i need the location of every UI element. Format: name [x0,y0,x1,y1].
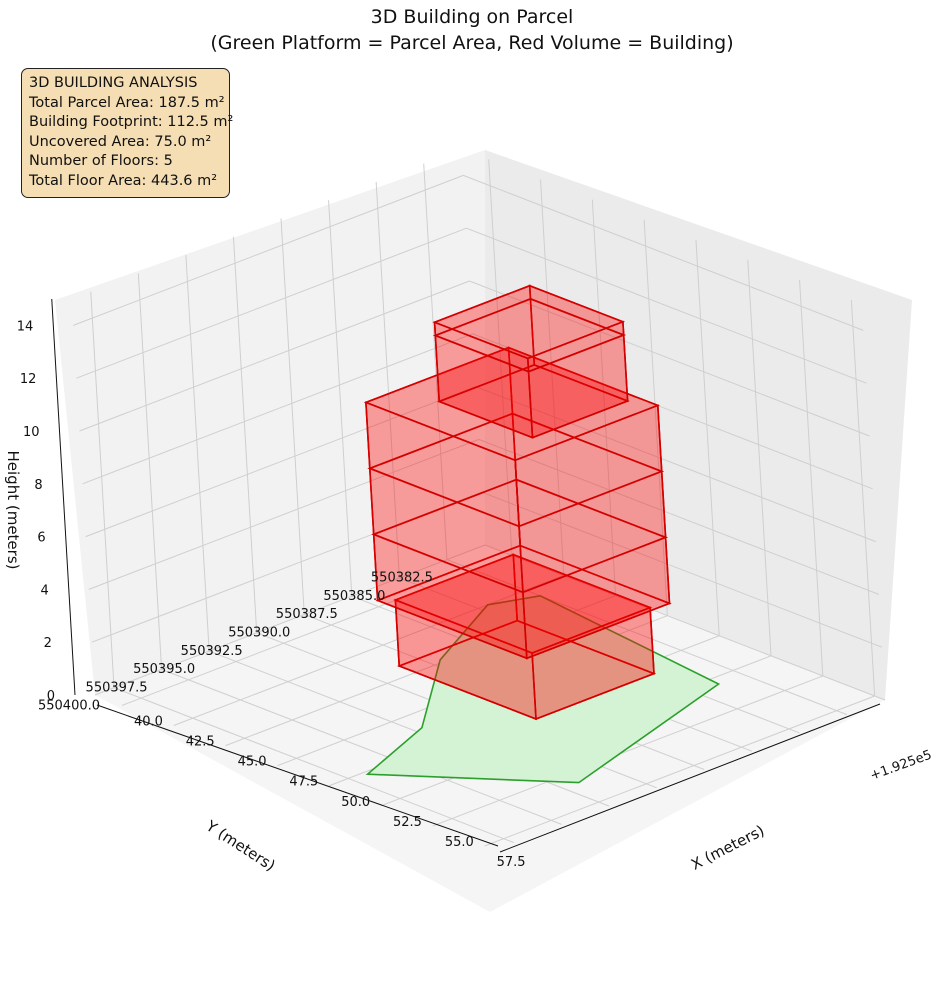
y-tick-label: 550400.0 [38,699,100,714]
grid-line-z [88,438,479,590]
tick-labels: 40.0 42.5 45.0 47.5 50.0 52.5 55.0 57.5 550382.5… [17,319,526,870]
building-face [363,346,661,462]
info-floor-count: Number of Floors: 5 [29,153,173,169]
chart-subtitle: (Green Platform = Parcel Area, Red Volum… [210,32,734,54]
grid-line-y [375,181,400,578]
info-building-footprint: Building Footprint: 112.5 m² [29,114,234,130]
z-tick-label: 8 [34,478,42,493]
x-axis-label: X (meters) [688,821,767,873]
grid-line-x [432,675,824,827]
x-tick-label: 42.5 [186,735,215,750]
grid-line-y [423,163,448,560]
x-offset-label: +1.925e5 [868,748,934,784]
parcel-platform [365,594,721,784]
z-tick-label: 2 [44,636,52,651]
grid-line-x [484,695,875,847]
info-total-floor-area: Total Floor Area: 443.6 m² [29,172,218,189]
z-axis-label: Height (meters) [4,451,22,570]
floor-line [432,297,627,373]
building-face [393,553,653,654]
x-tick-label: 50.0 [341,795,370,810]
grid-line-y [90,291,115,688]
floor-line [371,478,669,594]
grid-line-y [113,687,515,844]
grid-line-y [280,218,305,615]
back-pane-right [485,150,912,700]
y-axis-line [499,703,881,853]
grid-line-x [799,279,824,676]
floor-line [367,412,665,528]
grid-line-x [747,259,772,656]
x-tick-label: 52.5 [393,815,422,830]
grid-line-z [481,491,883,648]
grid-line-z [478,438,879,595]
back-pane-left [55,150,485,695]
axis-lines [51,298,881,853]
grid-line-z [463,174,864,331]
chart-title: 3D Building on Parcel [370,6,574,28]
y-tick-label: 550390.0 [228,626,290,641]
x-tick-label: 55.0 [445,835,474,850]
info-parcel-area: Total Parcel Area: 187.5 m² [29,94,225,111]
y-tick-label: 550392.5 [181,644,243,659]
grid-line-z [82,333,473,485]
info-heading: 3D BUILDING ANALYSIS [29,75,198,91]
info-uncovered-area: Uncovered Area: 75.0 m² [29,133,212,150]
x-tick-label: 47.5 [289,775,318,790]
grid-line-y [161,668,562,825]
y-tick-label: 550385.0 [323,589,385,604]
z-tick-label: 6 [37,531,45,546]
z-tick-label: 4 [41,583,49,598]
building-face [432,284,626,360]
grid-line-y [232,236,258,633]
grid-line-z [484,544,886,701]
analysis-info-box: 3D BUILDING ANALYSIS Total Parcel Area: … [21,68,234,198]
grid-line-z [79,280,470,432]
grid-line-x [591,199,617,596]
y-tick-label: 550387.5 [276,607,338,622]
grid-line-z [73,174,464,326]
x-tick-label: 57.5 [497,855,526,870]
grid-line-z [94,544,486,696]
grid-line-z [466,227,867,384]
y-tick-label: 550397.5 [86,680,148,695]
grid-line-y [328,200,353,597]
grid-line-x [173,575,564,726]
z-tick-label: 0 [47,689,55,704]
grid-line-z [475,386,876,543]
grid-line-z [85,386,476,538]
grid-line-y [185,255,210,652]
z-tick-label: 12 [20,372,37,387]
grid-line-x [695,239,720,636]
parcel-and-building [363,284,721,784]
grid-line-x [643,219,668,616]
grid-line-z [469,280,870,437]
x-axis-line [96,704,499,847]
grid-line-x [540,179,565,576]
z-tick-label: 10 [23,425,40,440]
grid-line-x [850,299,876,697]
grid-line-y [137,273,163,670]
x-tick-label: 40.0 [134,714,163,729]
z-tick-label: 14 [17,319,34,334]
grid-line-y [446,559,848,716]
grid-line-z [76,227,467,379]
grid-line-x [488,159,513,556]
z-axis-line [51,298,76,696]
y-axis-label: Y (meters) [202,816,279,874]
y-tick-label: 550395.0 [133,662,195,677]
y-tick-label: 550382.5 [371,571,433,586]
x-tick-label: 45.0 [238,755,267,770]
